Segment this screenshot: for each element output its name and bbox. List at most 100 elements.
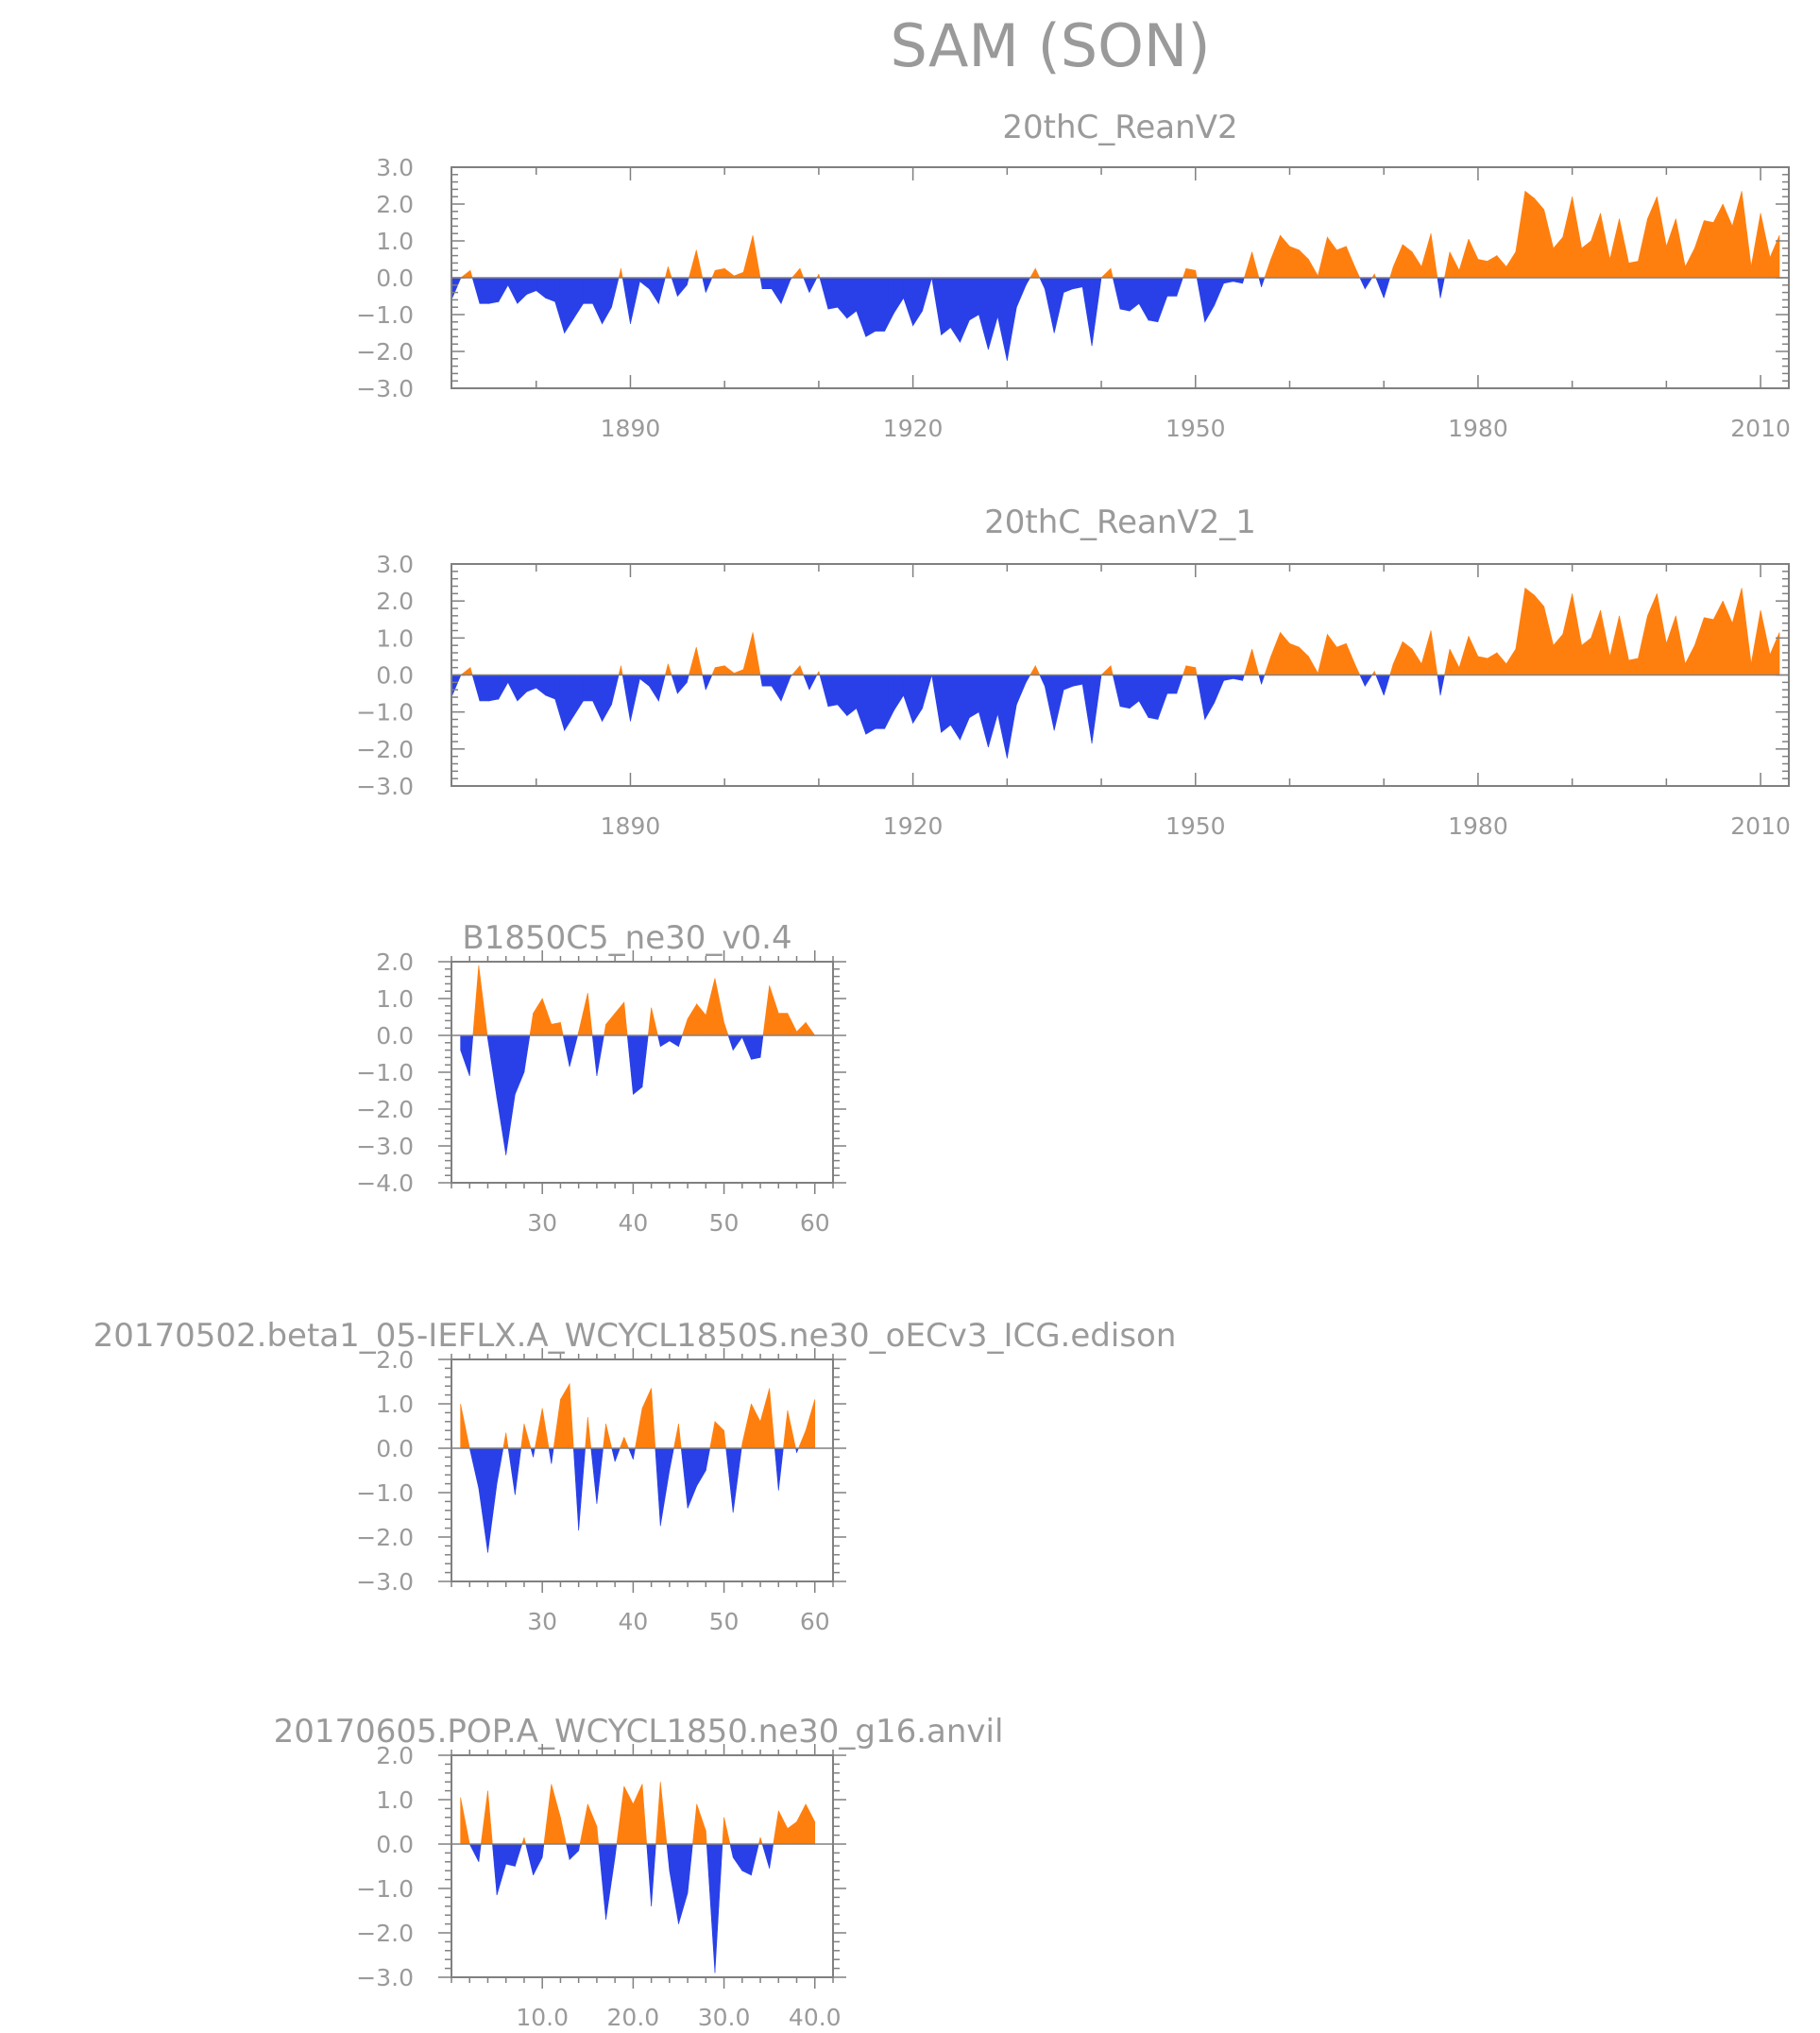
area-segment bbox=[1524, 190, 1536, 279]
area-segment bbox=[641, 1388, 652, 1449]
y-tick-label: −2.0 bbox=[356, 338, 414, 366]
area-segment bbox=[1072, 277, 1083, 290]
area-segment bbox=[534, 1408, 543, 1449]
panel-title: 20170605.POP.A_WCYCL1850.ne30_g16.anvil bbox=[274, 1713, 1004, 1751]
area-segment bbox=[533, 997, 543, 1036]
y-tick-label: 2.0 bbox=[376, 948, 414, 976]
area-segment bbox=[1741, 588, 1752, 675]
area-segment bbox=[587, 1803, 598, 1845]
area-segment bbox=[657, 1034, 661, 1047]
area-segment bbox=[673, 1424, 679, 1449]
area-segment bbox=[837, 675, 848, 717]
area-segment bbox=[1299, 249, 1309, 279]
area-segment bbox=[1437, 675, 1441, 696]
area-segment bbox=[543, 1784, 553, 1845]
area-segment bbox=[487, 1034, 498, 1099]
area-segment bbox=[526, 277, 537, 295]
x-tick-label: 30 bbox=[527, 1608, 557, 1635]
y-tick-label: −2.0 bbox=[356, 1920, 414, 1947]
x-tick-label: 50 bbox=[709, 1209, 740, 1237]
area-segment bbox=[1420, 630, 1432, 675]
area-segment bbox=[666, 1843, 671, 1871]
area-segment bbox=[664, 663, 669, 675]
area-segment bbox=[1458, 238, 1470, 279]
area-segment bbox=[931, 277, 942, 335]
area-segment bbox=[1609, 218, 1620, 279]
area-segment bbox=[487, 1790, 493, 1845]
area-segment bbox=[1600, 213, 1610, 279]
area-segment bbox=[1308, 258, 1318, 279]
area-segment bbox=[1318, 237, 1328, 279]
area-segment bbox=[469, 667, 473, 675]
area-segment bbox=[573, 675, 584, 717]
area-segment bbox=[1289, 246, 1300, 279]
area-segment bbox=[759, 277, 763, 289]
area-segment bbox=[1572, 196, 1582, 279]
area-segment bbox=[1439, 277, 1445, 299]
area-segment bbox=[554, 277, 565, 333]
area-segment bbox=[621, 665, 623, 675]
area-segment bbox=[1264, 259, 1271, 279]
area-segment bbox=[692, 1803, 698, 1845]
area-segment bbox=[1100, 267, 1112, 279]
area-segment bbox=[695, 647, 704, 675]
area-segment bbox=[1675, 218, 1686, 279]
area-segment bbox=[451, 277, 462, 300]
area-segment bbox=[1185, 267, 1197, 279]
area-segment bbox=[1430, 630, 1438, 675]
area-segment bbox=[564, 675, 574, 732]
area-segment bbox=[505, 1034, 516, 1155]
area-segment bbox=[488, 277, 500, 304]
area-segment bbox=[723, 1022, 729, 1036]
area-segment bbox=[1375, 277, 1385, 299]
area-segment bbox=[759, 675, 763, 687]
area-segment bbox=[1760, 609, 1771, 675]
area-segment bbox=[1204, 277, 1216, 323]
area-segment bbox=[1439, 675, 1445, 696]
area-segment bbox=[658, 277, 666, 304]
area-segment bbox=[604, 1024, 606, 1036]
area-segment bbox=[777, 1013, 789, 1036]
area-segment bbox=[1233, 675, 1243, 681]
area-segment bbox=[533, 1447, 536, 1458]
area-segment bbox=[941, 277, 951, 336]
area-segment bbox=[1091, 277, 1102, 347]
area-segment bbox=[602, 675, 612, 723]
area-segment bbox=[1336, 642, 1347, 675]
area-segment bbox=[591, 1034, 598, 1076]
area-segment bbox=[1562, 593, 1573, 675]
area-segment bbox=[572, 1447, 579, 1530]
y-tick-label: −3.0 bbox=[356, 375, 414, 402]
area-segment bbox=[658, 675, 666, 701]
area-segment bbox=[1327, 633, 1337, 675]
area-segment bbox=[523, 1837, 527, 1845]
area-segment bbox=[1243, 251, 1252, 279]
area-segment bbox=[1420, 233, 1432, 279]
area-segment bbox=[1392, 641, 1403, 675]
area-segment bbox=[498, 277, 509, 303]
area-segment bbox=[1264, 656, 1271, 675]
area-segment bbox=[1166, 277, 1178, 297]
area-segment bbox=[1685, 248, 1695, 279]
area-segment bbox=[893, 277, 904, 315]
area-segment bbox=[626, 1034, 634, 1095]
area-segment bbox=[798, 1430, 807, 1449]
panel-title: B1850C5_ne30_v0.4 bbox=[462, 919, 791, 957]
area-segment bbox=[787, 1409, 796, 1449]
y-tick-label: 1.0 bbox=[376, 624, 414, 652]
area-segment bbox=[1029, 664, 1036, 675]
area-segment bbox=[1138, 277, 1149, 321]
area-segment bbox=[751, 1403, 761, 1449]
area-segment bbox=[1411, 250, 1422, 279]
area-segment bbox=[564, 277, 574, 334]
y-tick-label: −1.0 bbox=[356, 1875, 414, 1903]
area-segment bbox=[1449, 251, 1460, 279]
area-segment bbox=[541, 998, 553, 1036]
area-segment bbox=[639, 277, 650, 290]
chart-panel-4: 20170502.beta1_05-IEFLX.A_WCYCL1850S.ne3… bbox=[94, 1317, 1177, 1635]
y-tick-label: −3.0 bbox=[356, 1964, 414, 1991]
area-segment bbox=[1392, 244, 1403, 279]
area-segment bbox=[529, 1013, 534, 1036]
area-segment bbox=[706, 1447, 711, 1471]
